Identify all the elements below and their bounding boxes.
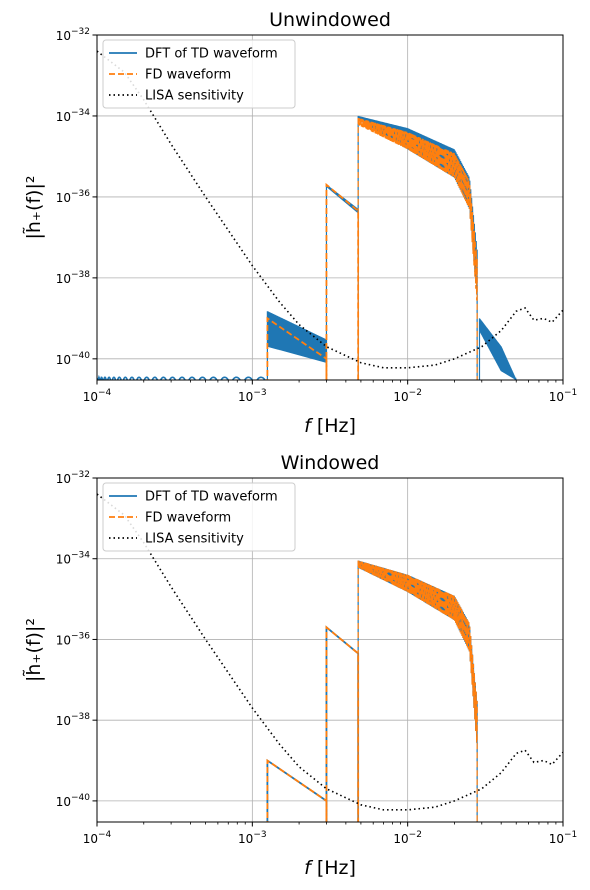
chart-panel-2: 10−4 10−3 10−2 10−1 10−40 10−38 10−36 10−34 10−3… <box>23 452 578 879</box>
axes-frame <box>96 34 564 381</box>
series-dft-of-td-waveform-band <box>325 184 359 380</box>
series-fd-waveform-band <box>357 117 478 380</box>
series-dft-of-td-waveform-band <box>357 115 478 380</box>
series-fd-waveform-segment <box>325 625 360 822</box>
y-tick-label: 10−34 <box>56 551 91 567</box>
legend-label: DFT of TD waveform <box>145 47 278 62</box>
y-tick-label: 10−32 <box>56 470 90 486</box>
series-fd-waveform-segment <box>266 758 328 822</box>
x-tick-label: 10−1 <box>549 388 578 404</box>
y-axis-label: |h̃₊(f)|² <box>23 618 45 682</box>
legend: DFT of TD waveform FD waveform LISA sensit… <box>102 39 296 109</box>
x-tick-label: 10−2 <box>393 388 422 404</box>
series-dft-of-td-waveform-oscillation <box>97 374 266 380</box>
x-tick-label: 10−4 <box>83 388 112 404</box>
series-fd-waveform-segment <box>325 182 360 380</box>
plot-area <box>97 493 563 822</box>
series-lisa-sensitivity <box>97 50 563 369</box>
legend-label: LISA sensitivity <box>145 89 244 104</box>
x-axis-label: f [Hz] <box>304 415 356 437</box>
x-axis-label: f [Hz] <box>304 857 356 879</box>
x-tick-label: 10−4 <box>83 830 112 846</box>
y-axis-label: |h̃₊(f)|² <box>23 175 45 239</box>
x-tick-label: 10−3 <box>238 830 267 846</box>
series-lisa-sensitivity-line <box>97 50 563 369</box>
legend-label: FD waveform <box>145 511 231 526</box>
x-tick-label: 10−2 <box>393 830 422 846</box>
axes-frame <box>96 477 564 823</box>
y-tick-label: 10−40 <box>56 351 91 367</box>
series-lisa-sensitivity <box>97 493 563 811</box>
y-tick-label: 10−32 <box>56 27 90 43</box>
series-fd-waveform-segment <box>266 316 328 380</box>
y-tick-label: 10−38 <box>56 270 91 286</box>
series-fd-waveform <box>266 560 478 822</box>
y-tick-label: 10−36 <box>56 631 91 647</box>
x-tick-label: 10−3 <box>238 388 267 404</box>
series-fd-waveform-band <box>357 560 478 822</box>
chart-title: Unwindowed <box>269 9 391 31</box>
legend: DFT of TD waveform FD waveform LISA sensit… <box>102 482 296 552</box>
series-dft-of-td-waveform-band <box>478 318 517 380</box>
y-tick-label: 10−36 <box>56 189 91 205</box>
legend-label: FD waveform <box>145 68 231 83</box>
series-dft-of-td-waveform-segment <box>325 625 360 822</box>
series-fd-waveform <box>266 117 478 380</box>
series-lisa-sensitivity-line <box>97 493 563 811</box>
series-dft-of-td-waveform-band <box>357 560 478 822</box>
plot-area <box>97 50 563 380</box>
legend-label: LISA sensitivity <box>145 532 244 547</box>
chart-title: Windowed <box>281 452 380 474</box>
y-tick-label: 10−34 <box>56 108 91 124</box>
legend-label: DFT of TD waveform <box>145 490 278 505</box>
chart-panel-1: 10−4 10−3 10−2 10−1 10−40 10−38 10−36 10−34 10−3… <box>23 9 578 437</box>
legend-box <box>102 482 296 552</box>
x-tick-label: 10−1 <box>549 830 578 846</box>
y-tick-label: 10−40 <box>56 793 91 809</box>
y-tick-label: 10−38 <box>56 712 91 728</box>
legend-box <box>102 39 296 109</box>
